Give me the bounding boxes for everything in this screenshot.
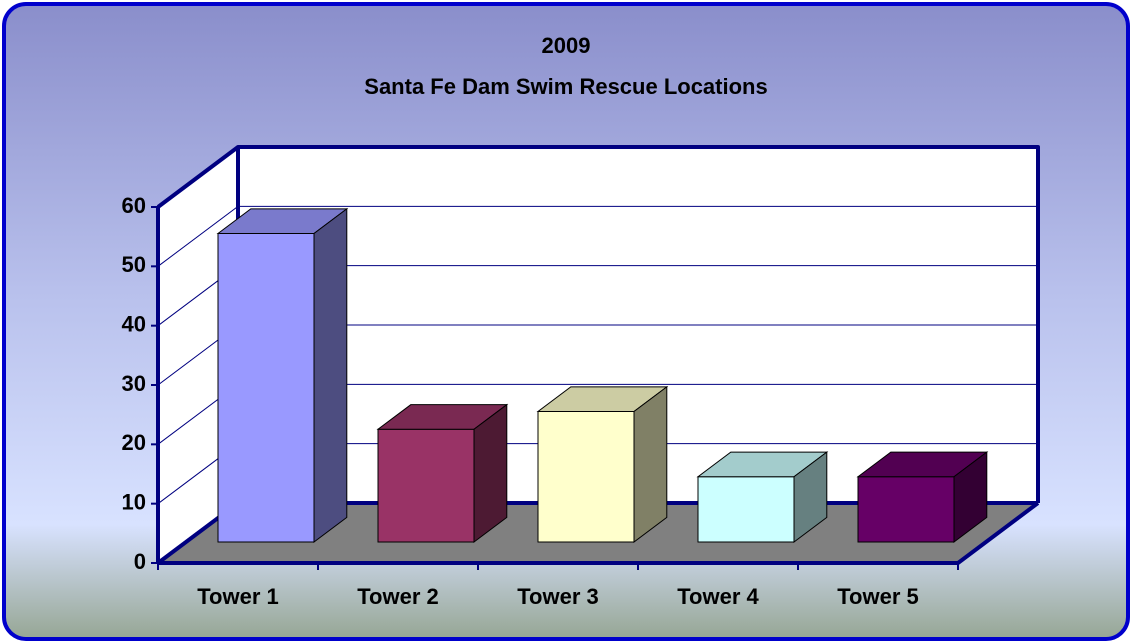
x-tick-label: Tower 2: [357, 584, 439, 609]
y-tick-label: 0: [134, 549, 146, 574]
wall-edge: [156, 145, 1040, 503]
bar: [376, 403, 509, 543]
bar-front: [377, 428, 475, 543]
chart-subtitle: Santa Fe Dam Swim Rescue Locations: [364, 74, 767, 99]
y-tick-label: 20: [122, 430, 146, 455]
bar-side: [953, 451, 988, 543]
bar-side: [473, 403, 508, 543]
x-tick-label: Tower 3: [517, 584, 599, 609]
bar-front: [217, 232, 315, 543]
y-tick-label: 40: [122, 311, 146, 336]
y-tick-label: 50: [122, 252, 146, 277]
chart-title: 2009: [542, 33, 591, 58]
bar-side: [633, 385, 668, 543]
bar: [536, 385, 669, 543]
bar: [856, 451, 989, 543]
bar-front: [697, 476, 795, 543]
y-tick-label: 10: [122, 489, 146, 514]
bar: [696, 451, 829, 543]
bar-side: [313, 207, 348, 543]
bar: [216, 207, 349, 543]
y-tick-label: 30: [122, 371, 146, 396]
bar-front: [537, 410, 635, 543]
x-tick-label: Tower 5: [837, 584, 919, 609]
bar-front: [857, 476, 955, 543]
y-tick-label: 60: [122, 193, 146, 218]
bar-side: [793, 451, 828, 543]
x-tick-label: Tower 4: [677, 584, 759, 609]
x-tick-label: Tower 1: [197, 584, 279, 609]
